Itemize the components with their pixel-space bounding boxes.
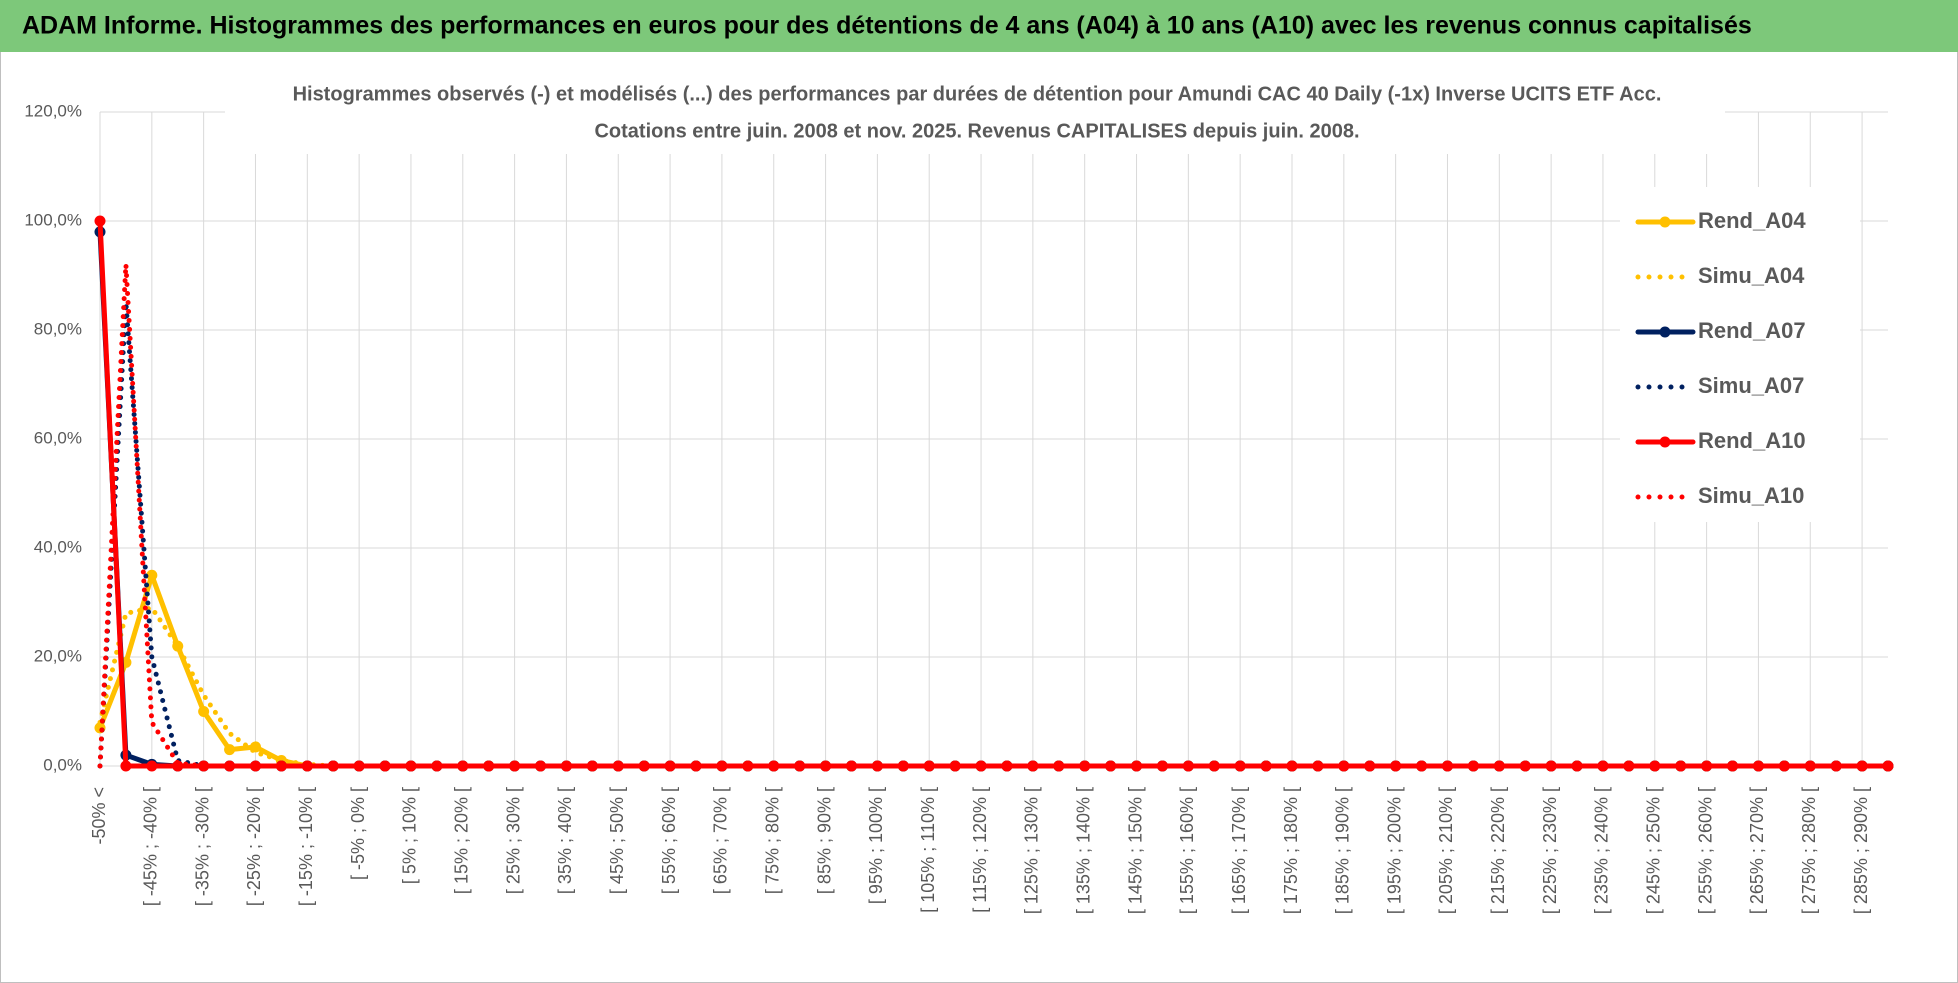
y-tick-label: 120,0% [24, 101, 82, 120]
header-bar [0, 0, 1958, 52]
data-point [301, 760, 313, 772]
x-tick-label: [ -15% ; -10% [ [296, 787, 316, 906]
data-point [353, 760, 365, 772]
data-point [535, 760, 547, 772]
data-point [1208, 760, 1220, 772]
legend-label: Rend_A04 [1698, 208, 1806, 233]
x-tick-label: [ 225% ; 230% [ [1540, 787, 1560, 914]
x-tick-label: -50% < [89, 787, 109, 845]
series-line [97, 262, 1891, 769]
data-point [224, 744, 236, 756]
legend-label: Simu_A10 [1698, 483, 1804, 508]
data-point [1830, 760, 1842, 772]
x-tick-label: [ 285% ; 290% [ [1851, 787, 1871, 914]
x-tick-label: [ 185% ; 190% [ [1333, 787, 1353, 914]
x-tick-label: [ -35% ; -30% [ [192, 787, 212, 906]
x-tick-label: [ 215% ; 220% [ [1488, 787, 1508, 914]
data-point [275, 760, 287, 772]
x-tick-label: [ 235% ; 240% [ [1592, 787, 1612, 914]
x-tick-label: [ 155% ; 160% [ [1177, 787, 1197, 914]
data-point [690, 760, 702, 772]
y-tick-label: 80,0% [34, 319, 82, 338]
data-point [949, 760, 961, 772]
x-tick-label: [ 25% ; 30% [ [503, 787, 523, 894]
x-tick-label: [ 255% ; 260% [ [1695, 787, 1715, 914]
data-point [1571, 760, 1583, 772]
grid: 0,0% 20,0% 40,0% 60,0% 80,0% 100,0% 120,0% [24, 101, 1888, 774]
x-tick-label: [ 15% ; 20% [ [452, 787, 472, 894]
data-point [198, 706, 210, 717]
x-tick-label: [ 205% ; 210% [ [1436, 787, 1456, 914]
x-tick-label: [ 245% ; 250% [ [1644, 787, 1664, 914]
data-point [1390, 760, 1402, 772]
plot: -50% < [ -45% ; -40% [ [ -35% ; -30% [ [ -2… [89, 215, 1894, 914]
y-tick-label: 40,0% [34, 537, 82, 556]
legend-label: Simu_A07 [1698, 373, 1804, 398]
data-point [1156, 760, 1168, 772]
data-point [1131, 760, 1143, 772]
data-point [1623, 760, 1635, 772]
data-point [975, 760, 987, 772]
x-tick-label: [ 55% ; 60% [ [659, 787, 679, 894]
x-tick-label: [ -25% ; -20% [ [244, 787, 264, 906]
legend-box [1620, 187, 1860, 522]
chart-subtitle: Cotations entre juin. 2008 et nov. 2025.… [594, 120, 1359, 142]
legend-marker [1659, 436, 1671, 448]
data-point [742, 760, 754, 772]
x-tick-label: [ 85% ; 90% [ [814, 787, 834, 894]
data-point [716, 760, 728, 772]
data-point [94, 215, 106, 227]
x-tick-label: [ 275% ; 280% [ [1799, 787, 1819, 914]
x-tick-label: [ 125% ; 130% [ [1022, 787, 1042, 914]
x-tick-label: [ 195% ; 200% [ [1384, 787, 1404, 914]
data-point [327, 760, 339, 772]
y-tick-label: 100,0% [24, 210, 82, 229]
data-point [1338, 760, 1350, 772]
x-tick-label: [ 95% ; 100% [ [866, 787, 886, 904]
legend-marker [1659, 216, 1671, 228]
y-tick-label: 60,0% [34, 428, 82, 447]
legend: Rend_A04 Simu_A04 Rend_A07 Simu_A07 Rend_A10… [1620, 187, 1860, 522]
header-title: ADAM Informe. Histogrammes des performan… [22, 12, 1752, 40]
x-tick-label: [ 175% ; 180% [ [1281, 787, 1301, 914]
x-tick-label: [ 45% ; 50% [ [607, 787, 627, 894]
data-point [560, 760, 572, 772]
y-tick-label: 0,0% [43, 755, 82, 774]
legend-marker [1659, 326, 1671, 338]
data-point [1597, 760, 1609, 772]
title-box [225, 78, 1725, 154]
x-tick-label: [ -45% ; -40% [ [141, 787, 161, 906]
data-point [1364, 760, 1376, 772]
x-tick-label: [ 265% ; 270% [ [1747, 787, 1767, 914]
x-tick-label: [ 135% ; 140% [ [1073, 787, 1093, 914]
x-tick-label: [ -5% ; 0% [ [348, 787, 368, 880]
x-tick-label: [ 105% ; 110% [ [918, 787, 938, 913]
x-tick-label: [ 35% ; 40% [ [555, 787, 575, 894]
data-point [768, 760, 780, 772]
legend-label: Rend_A07 [1698, 318, 1806, 343]
y-tick-label: 20,0% [34, 646, 82, 665]
data-point [483, 760, 495, 772]
data-point [120, 760, 132, 772]
data-point [1416, 760, 1428, 772]
x-tick-label: [ 65% ; 70% [ [711, 787, 731, 894]
data-point [146, 760, 158, 772]
chart-title: Histogrammes observés (-) et modélisés (… [293, 83, 1662, 105]
x-tick-label: [ 5% ; 10% [ [400, 787, 420, 884]
x-tick-label: [ 75% ; 80% [ [762, 787, 782, 894]
x-tick-label: [ 145% ; 150% [ [1125, 787, 1145, 914]
legend-label: Simu_A04 [1698, 263, 1805, 288]
data-point [146, 569, 158, 581]
x-tick-label: [ 165% ; 170% [ [1229, 787, 1249, 914]
data-point [509, 760, 521, 772]
data-point [923, 760, 935, 772]
data-point [1778, 760, 1790, 772]
data-point [1804, 760, 1816, 772]
data-point [1182, 760, 1194, 772]
legend-label: Rend_A10 [1698, 428, 1806, 453]
x-tick-label: [ 115% ; 120% [ [970, 787, 990, 913]
